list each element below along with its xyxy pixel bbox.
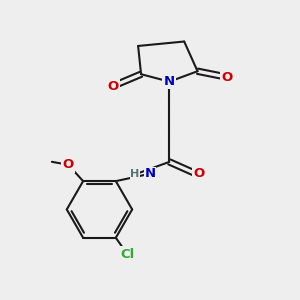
Text: O: O	[222, 71, 233, 84]
Text: O: O	[63, 158, 74, 171]
Text: O: O	[194, 167, 205, 180]
Text: Cl: Cl	[121, 248, 135, 261]
Text: N: N	[144, 167, 156, 180]
Text: H: H	[130, 169, 140, 179]
Text: O: O	[107, 80, 118, 93]
Text: N: N	[164, 75, 175, 88]
